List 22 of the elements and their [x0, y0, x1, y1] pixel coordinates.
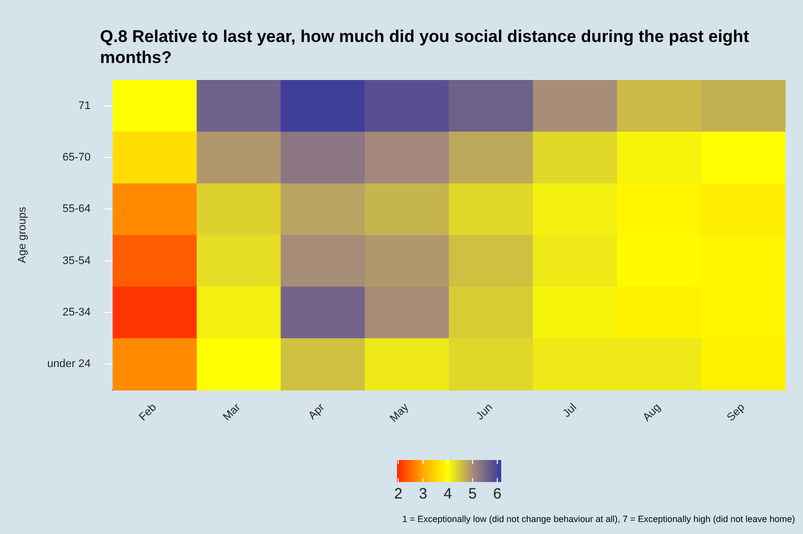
chart-title: Q.8 Relative to last year, how much did you social distance during the past eight months? [100, 26, 750, 68]
x-tick-label: Mar [221, 401, 244, 424]
y-tick-label: 55-64 [62, 203, 91, 216]
x-tick-label: Aug [640, 401, 664, 424]
color-bar-label: 4 [444, 486, 452, 503]
y-tick-label: 71 [78, 100, 91, 112]
y-axis-title: Age groups [16, 206, 29, 264]
text: 1 = Exceptionally low (did not change behaviour at all), 7 = Exceptionally high (did not leave home) [402, 514, 795, 524]
y-tick-label: 35-54 [62, 254, 91, 267]
y-tick-label: under 24 [47, 358, 91, 370]
x-tick-label: Sep [724, 401, 748, 424]
x-tick-label: Jun [474, 401, 496, 422]
color-bar-label: 6 [493, 486, 502, 503]
color-bar-label: 2 [394, 486, 402, 503]
y-tick-label: 65-70 [62, 152, 91, 164]
x-tick-label: May [388, 401, 412, 425]
x-tick-label: Jul [560, 401, 580, 420]
color-bar-label: 3 [418, 486, 428, 503]
x-tick-label: Feb [137, 401, 159, 424]
color-bar-label: 5 [468, 486, 477, 503]
y-tick-label: 25-34 [62, 306, 91, 319]
x-tick-label: Apr [306, 401, 328, 422]
